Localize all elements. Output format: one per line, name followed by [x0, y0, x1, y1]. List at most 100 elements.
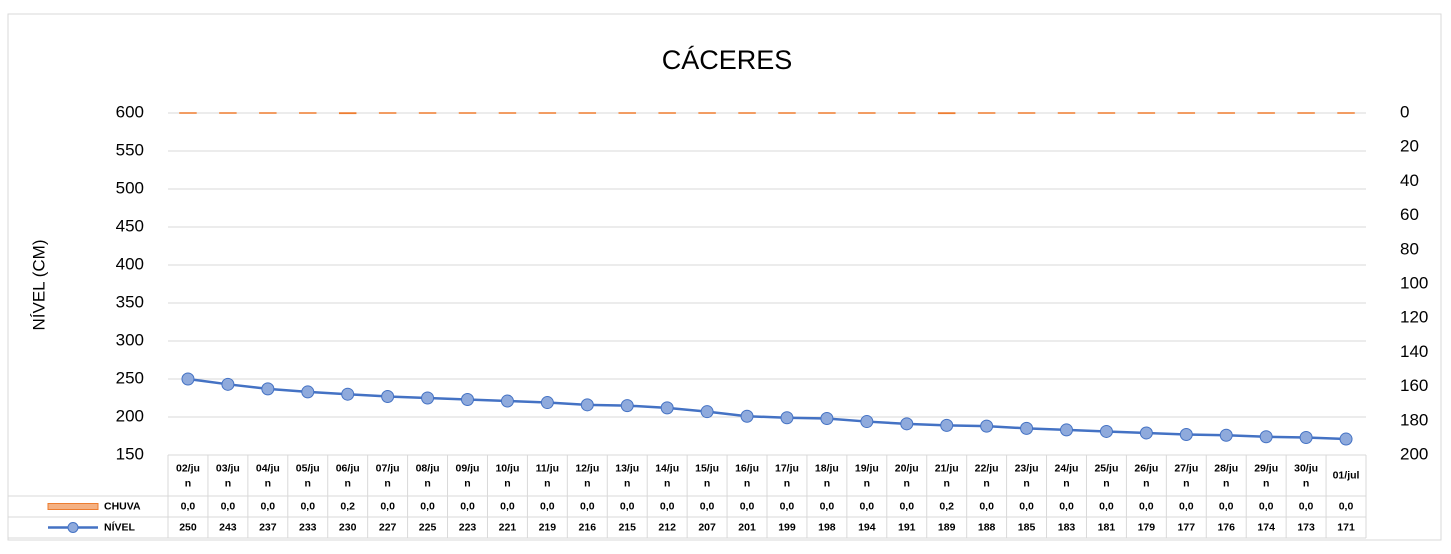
y2-tick-label: 120	[1400, 308, 1428, 327]
table-value: 185	[1018, 521, 1036, 533]
marker	[462, 394, 474, 406]
table-value: 176	[1217, 521, 1235, 533]
table-value: 237	[259, 521, 277, 533]
legend-label: CHUVA	[104, 500, 141, 512]
marker	[621, 400, 633, 412]
table-value: 221	[499, 521, 517, 533]
table-value: 0,0	[300, 500, 315, 512]
y2-tick-label: 180	[1400, 410, 1428, 429]
table-value: 0,0	[979, 500, 994, 512]
chart-title: CÁCERES	[662, 45, 793, 75]
table-value: 0,0	[1339, 500, 1354, 512]
table-value: 243	[219, 521, 237, 533]
marker	[781, 412, 793, 424]
table-value: 212	[658, 521, 676, 533]
marker	[1140, 427, 1152, 439]
y2-tick-label: 80	[1400, 239, 1419, 258]
table-value: 181	[1098, 521, 1116, 533]
chart-border	[8, 14, 1441, 540]
marker	[661, 402, 673, 414]
marker	[1100, 425, 1112, 437]
legend-key	[68, 523, 78, 533]
y2-tick-label: 140	[1400, 342, 1428, 361]
table-value: 189	[938, 521, 956, 533]
y-tick-label: 300	[116, 330, 144, 349]
table-value: 173	[1297, 521, 1315, 533]
table-value: 207	[698, 521, 716, 533]
marker	[1340, 433, 1352, 445]
table-value: 179	[1138, 521, 1156, 533]
y-tick-label: 150	[116, 444, 144, 463]
table-value: 0,0	[780, 500, 795, 512]
marker	[501, 395, 513, 407]
y-tick-label: 550	[116, 140, 144, 159]
table-value: 0,0	[1299, 500, 1314, 512]
table-value: 0,0	[1179, 500, 1194, 512]
marker	[901, 418, 913, 430]
y2-tick-label: 0	[1400, 102, 1409, 121]
marker	[1021, 422, 1033, 434]
y-tick-label: 450	[116, 216, 144, 235]
table-value: 0,0	[181, 500, 196, 512]
table-value: 171	[1337, 521, 1355, 533]
table-value: 198	[818, 521, 836, 533]
legend-label: NÍVEL	[104, 520, 136, 533]
table-value: 215	[618, 521, 636, 533]
marker	[1061, 424, 1073, 436]
table-value: 0,0	[1259, 500, 1274, 512]
table-value: 0,0	[380, 500, 395, 512]
table-value: 174	[1257, 521, 1275, 533]
table-value: 183	[1058, 521, 1076, 533]
table-value: 227	[379, 521, 397, 533]
marker	[1220, 429, 1232, 441]
table-value: 0,0	[1139, 500, 1154, 512]
marker	[422, 392, 434, 404]
marker	[182, 373, 194, 385]
table-value: 0,0	[1019, 500, 1034, 512]
y-tick-label: 350	[116, 292, 144, 311]
marker	[1180, 428, 1192, 440]
marker	[581, 399, 593, 411]
table-value: 0,0	[500, 500, 515, 512]
table-value: 0,0	[899, 500, 914, 512]
y-tick-label: 250	[116, 368, 144, 387]
legend-key	[48, 504, 98, 510]
table-value: 0,2	[340, 500, 355, 512]
y-tick-label: 600	[116, 102, 144, 121]
table-value: 225	[419, 521, 437, 533]
marker	[981, 420, 993, 432]
table-value: 219	[539, 521, 557, 533]
table-value: 0,0	[540, 500, 555, 512]
table-value: 0,0	[860, 500, 875, 512]
marker	[941, 419, 953, 431]
table-value: 0,0	[660, 500, 675, 512]
table-value: 0,0	[261, 500, 276, 512]
table-value: 0,0	[1219, 500, 1234, 512]
marker	[741, 410, 753, 422]
marker	[821, 413, 833, 425]
marker	[342, 388, 354, 400]
table-value: 216	[579, 521, 597, 533]
table-value: 0,0	[221, 500, 236, 512]
y-tick-label: 500	[116, 178, 144, 197]
table-value: 0,0	[620, 500, 635, 512]
table-value: 0,0	[580, 500, 595, 512]
marker	[302, 386, 314, 398]
marker	[222, 378, 234, 390]
category-label: 01/jul	[1333, 469, 1360, 481]
table-value: 188	[978, 521, 996, 533]
table-value: 177	[1178, 521, 1196, 533]
y-axis-label: NÍVEL (CM)	[29, 240, 48, 331]
marker	[1300, 432, 1312, 444]
y-tick-label: 200	[116, 406, 144, 425]
marker	[861, 416, 873, 428]
table-value: 191	[898, 521, 916, 533]
table-value: 0,0	[420, 500, 435, 512]
y2-tick-label: 200	[1400, 444, 1428, 463]
y-tick-label: 400	[116, 254, 144, 273]
table-value: 250	[179, 521, 197, 533]
marker	[262, 383, 274, 395]
y2-tick-label: 20	[1400, 137, 1419, 156]
